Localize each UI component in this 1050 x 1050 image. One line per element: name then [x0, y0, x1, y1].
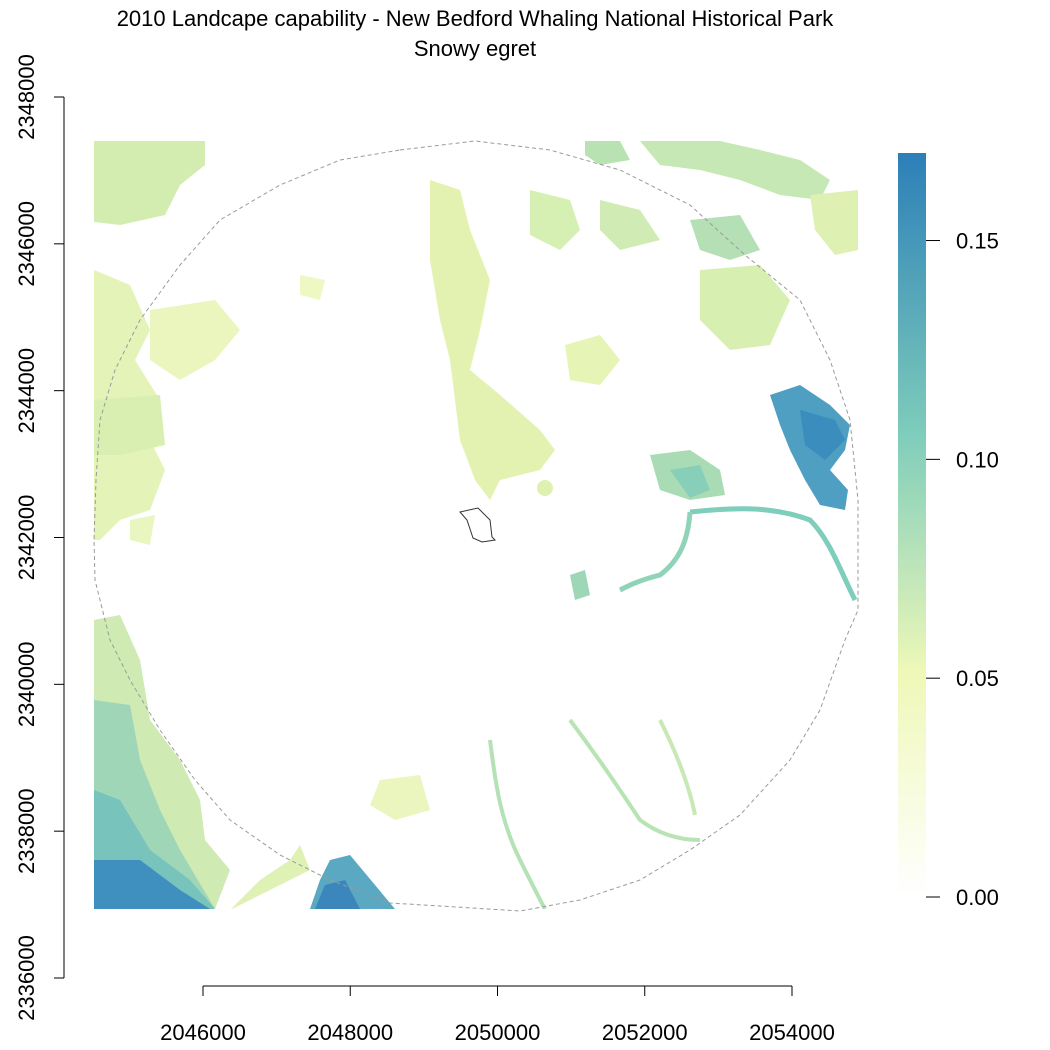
y-tick-label: 2348000: [14, 54, 39, 140]
x-tick-label: 2046000: [160, 1020, 246, 1045]
legend-tick-label: 0.05: [956, 666, 999, 691]
y-tick-label: 2336000: [14, 935, 39, 1021]
y-axis: 2336000 2338000 2340000 2342000 2344000 23460…: [14, 54, 65, 1021]
x-axis: 2046000 2048000 2050000 2052000 2054000: [160, 985, 835, 1045]
x-tick-label: 2048000: [307, 1020, 393, 1045]
map-title: 2010 Landcape capability - New Bedford W…: [116, 6, 834, 31]
capability-raster: [94, 141, 858, 909]
y-tick-label: 2338000: [14, 788, 39, 874]
park-boundary: [459, 507, 497, 543]
map-subtitle: Snowy egret: [413, 36, 537, 61]
x-tick-label: 2050000: [455, 1020, 541, 1045]
y-tick-label: 2346000: [14, 201, 39, 287]
y-tick-label: 2340000: [14, 642, 39, 728]
y-tick-label: 2342000: [14, 495, 39, 581]
x-tick-label: 2052000: [602, 1020, 688, 1045]
y-tick-label: 2344000: [14, 348, 39, 434]
legend-tick-label: 0.00: [956, 885, 999, 910]
x-tick-label: 2054000: [749, 1020, 835, 1045]
legend-tick-label: 0.10: [956, 447, 999, 472]
legend-colorbar: [898, 153, 926, 897]
legend: 0.00 0.05 0.10 0.15: [898, 153, 999, 910]
buffer-boundary: [93, 140, 859, 912]
legend-tick-label: 0.15: [956, 229, 999, 254]
